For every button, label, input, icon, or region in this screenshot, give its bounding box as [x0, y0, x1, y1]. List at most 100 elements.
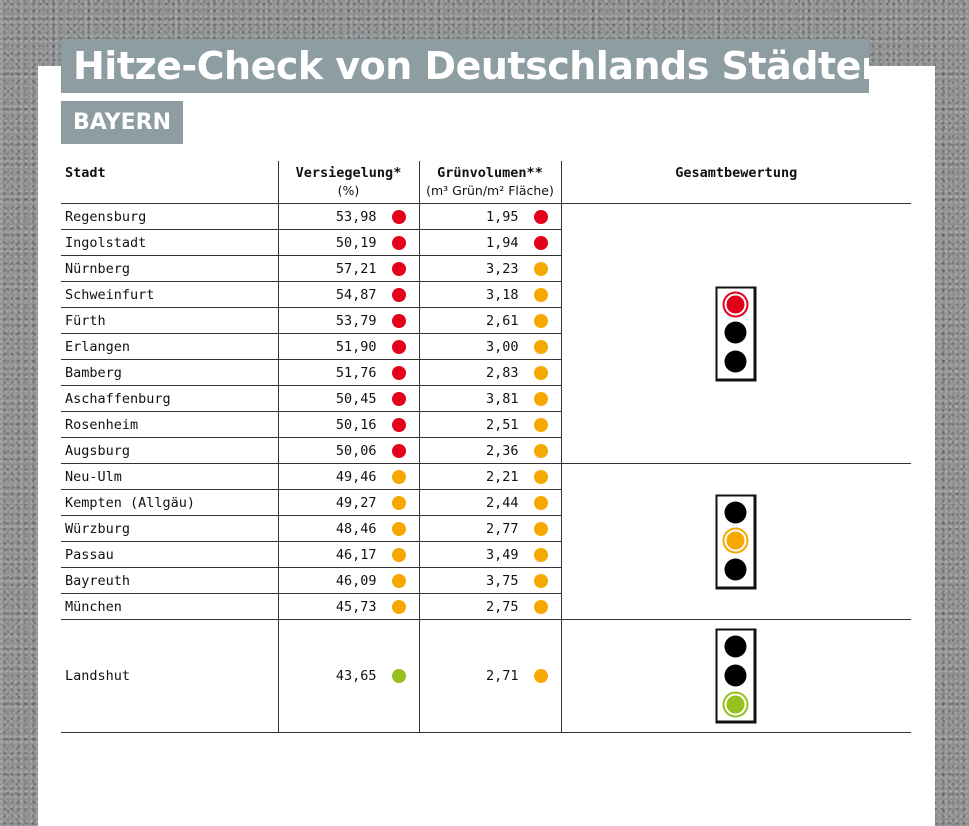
sealing-value: 45,73: [335, 598, 377, 615]
green-volume-value: 2,77: [485, 520, 519, 537]
overall-rating-cell: [560, 463, 911, 620]
sealing-value: 54,87: [335, 286, 377, 303]
lamp-off-icon: [724, 501, 747, 524]
green-volume-value: 2,83: [485, 364, 519, 381]
lamp-off-icon: [724, 664, 747, 687]
overall-rating-cell: [560, 619, 911, 733]
green-volume-value: 2,51: [485, 416, 519, 433]
city-name: Fürth: [61, 307, 278, 334]
page-title: Hitze-Check von Deutschlands Städten: [61, 39, 869, 93]
sealing-value: 50,45: [335, 390, 377, 407]
sealing-value-cell: 45,73: [277, 593, 419, 620]
traffic-light-green-icon: [715, 628, 757, 724]
sealing-value-cell: 57,21: [277, 255, 419, 282]
green-volume-value: 3,18: [485, 286, 519, 303]
green-volume-value-cell: 2,61: [418, 307, 561, 334]
sealing-value-cell: 49,46: [277, 463, 419, 490]
city-name: Passau: [61, 541, 278, 568]
sealing-value: 53,79: [335, 312, 377, 329]
green-volume-value-cell: 2,75: [418, 593, 561, 620]
green-volume-value-cell: 2,51: [418, 411, 561, 438]
green-volume-value: 2,75: [485, 598, 519, 615]
red-status-dot-icon: [391, 235, 406, 250]
orange-status-dot-icon: [391, 573, 406, 588]
header-green-volume: Grünvolumen** (m³ Grün/m² Fläche): [418, 161, 561, 204]
orange-status-dot-icon: [391, 521, 406, 536]
city-name: München: [61, 593, 278, 620]
overall-rating-cell: [560, 203, 911, 464]
traffic-light-red-icon: [715, 286, 757, 381]
table-row: Fürth 53,79 2,61: [61, 307, 911, 334]
red-status-dot-icon: [391, 339, 406, 354]
lamp-off-icon: [724, 635, 747, 658]
city-name: Schweinfurt: [61, 281, 278, 308]
green-volume-value-cell: 2,21: [418, 463, 561, 490]
orange-status-dot-icon: [533, 261, 548, 276]
table-row: Rosenheim 50,16 2,51: [61, 411, 911, 438]
city-name: Würzburg: [61, 515, 278, 542]
orange-status-dot-icon: [391, 547, 406, 562]
orange-status-dot-icon: [533, 669, 548, 683]
green-volume-value: 2,71: [485, 668, 519, 684]
orange-status-dot-icon: [533, 443, 548, 458]
sealing-value-cell: 51,90: [277, 333, 419, 360]
red-status-dot-icon: [391, 287, 406, 302]
green-volume-value: 3,00: [485, 338, 519, 355]
table-row: Regensburg 53,98 1,95: [61, 203, 911, 464]
lamp-lit-green-icon: [724, 693, 747, 716]
table-row: Aschaffenburg 50,45 3,81: [61, 385, 911, 412]
city-name: Erlangen: [61, 333, 278, 360]
table-row: Neu-Ulm 49,46 2,21: [61, 463, 911, 620]
header-green-volume-unit: (m³ Grün/m² Fläche): [426, 183, 554, 198]
green-volume-value-cell: 3,23: [418, 255, 561, 282]
state-label: BAYERN: [61, 101, 183, 144]
sealing-value: 50,19: [335, 234, 377, 251]
table-row: Kempten (Allgäu) 49,27 2,44: [61, 489, 911, 516]
table-row: Schweinfurt 54,87 3,18: [61, 281, 911, 308]
sealing-value-cell: 50,06: [277, 437, 419, 464]
city-name: Rosenheim: [61, 411, 278, 438]
green-volume-value-cell: 1,95: [418, 203, 561, 230]
table-row: Erlangen 51,90 3,00: [61, 333, 911, 360]
header-overall-rating: Gesamtbewertung: [560, 161, 911, 204]
green-volume-value-cell: 2,36: [418, 437, 561, 464]
traffic-light-orange-icon: [715, 494, 757, 589]
city-name: Bamberg: [61, 359, 278, 386]
table-row: Nürnberg 57,21 3,23: [61, 255, 911, 282]
sealing-value: 50,16: [335, 416, 377, 433]
table-row: Würzburg 48,46 2,77: [61, 515, 911, 542]
orange-status-dot-icon: [391, 599, 406, 614]
table-row: Augsburg 50,06 2,36: [61, 437, 911, 464]
heat-check-table: Stadt Versiegelung* (%) Grünvolumen** (m…: [61, 161, 911, 733]
orange-status-dot-icon: [533, 339, 548, 354]
sealing-value: 46,09: [335, 572, 377, 589]
red-status-dot-icon: [391, 365, 406, 380]
table-row: Bamberg 51,76 2,83: [61, 359, 911, 386]
green-volume-value: 3,75: [485, 572, 519, 589]
sealing-value: 48,46: [335, 520, 377, 537]
city-name: Augsburg: [61, 437, 278, 464]
table-header-row: Stadt Versiegelung* (%) Grünvolumen** (m…: [61, 161, 911, 204]
sealing-value: 43,65: [335, 668, 377, 684]
sealing-value: 53,98: [335, 208, 377, 225]
city-name: Neu-Ulm: [61, 463, 278, 490]
green-volume-value: 2,36: [485, 442, 519, 459]
green-status-dot-icon: [391, 669, 406, 683]
green-volume-value-cell: 2,83: [418, 359, 561, 386]
green-volume-value-cell: 3,00: [418, 333, 561, 360]
header-sealing-unit: (%): [337, 183, 360, 198]
city-name: Nürnberg: [61, 255, 278, 282]
sealing-value-cell: 50,16: [277, 411, 419, 438]
red-status-dot-icon: [391, 261, 406, 276]
orange-status-dot-icon: [391, 495, 406, 510]
sealing-value: 50,06: [335, 442, 377, 459]
sealing-value-cell: 51,76: [277, 359, 419, 386]
red-status-dot-icon: [391, 443, 406, 458]
orange-status-dot-icon: [533, 391, 548, 406]
orange-status-dot-icon: [533, 599, 548, 614]
green-volume-value: 1,94: [485, 234, 519, 251]
city-name: Kempten (Allgäu): [61, 489, 278, 516]
table-row: München 45,73 2,75: [61, 593, 911, 620]
green-volume-value: 1,95: [485, 208, 519, 225]
red-status-dot-icon: [391, 209, 406, 224]
